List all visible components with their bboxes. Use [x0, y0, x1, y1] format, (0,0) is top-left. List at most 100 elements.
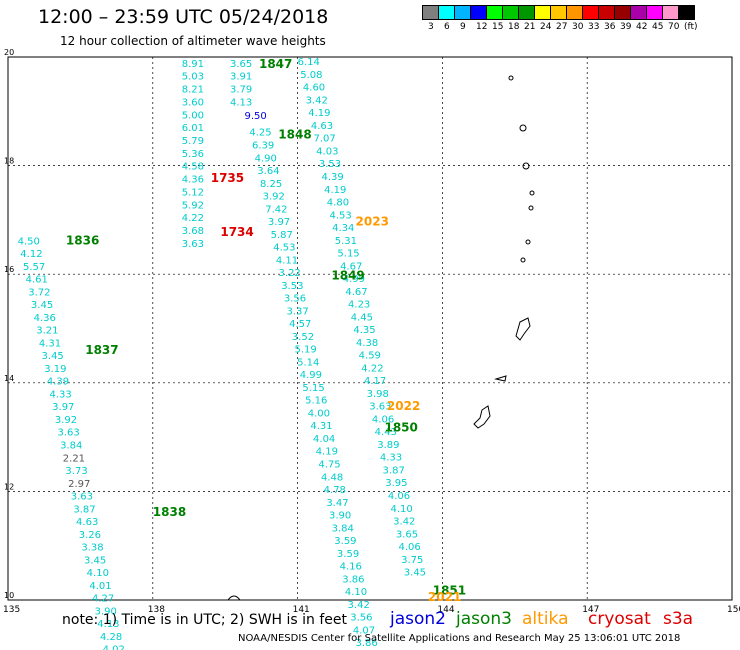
lon-tick-label: 150	[727, 605, 740, 615]
wave-height-value: 3.87	[383, 465, 405, 476]
wave-height-value: 8.21	[182, 85, 204, 96]
wave-height-value: 5.87	[271, 230, 293, 241]
wave-height-value: 3.59	[337, 549, 359, 560]
wave-height-value: 3.90	[329, 511, 351, 522]
pass-time-label: 1734	[220, 225, 253, 239]
pass-time-label: 1849	[331, 269, 364, 283]
wave-height-value: 4.39	[47, 377, 69, 388]
wave-height-value: 4.78	[324, 485, 346, 496]
island	[494, 375, 507, 382]
wave-height-value: 8.91	[182, 59, 204, 70]
wave-height-value: 4.22	[182, 213, 204, 224]
wave-height-value: 3.64	[257, 166, 279, 177]
wave-height-value: 8.25	[260, 179, 282, 190]
lon-tick-label: 135	[3, 605, 20, 615]
wave-height-value: 4.80	[327, 198, 349, 209]
wave-height-value: 4.00	[308, 408, 330, 419]
wave-height-value: 3.65	[230, 59, 252, 70]
lon-tick-label: 147	[582, 605, 599, 615]
wave-height-value: 3.53	[319, 159, 341, 170]
island	[515, 317, 531, 341]
wave-height-value: 4.35	[353, 325, 375, 336]
wave-height-value: 3.63	[57, 428, 79, 439]
wave-height-value: 5.12	[182, 187, 204, 198]
wave-height-value: 3.84	[332, 523, 354, 534]
page-subtitle: 12 hour collection of altimeter wave hei…	[60, 34, 326, 48]
wave-height-value: 4.53	[273, 243, 295, 254]
scale-swatch	[678, 5, 695, 20]
wave-height-value: 3.45	[404, 568, 426, 579]
pass-time-label: 2023	[356, 214, 389, 228]
wave-height-value: 4.33	[380, 453, 402, 464]
wave-height-value: 9.50	[245, 111, 267, 122]
wave-height-value: 3.90	[95, 606, 117, 617]
wave-height-value: 5.19	[294, 345, 316, 356]
wave-height-value: 5.15	[337, 249, 359, 260]
page-title: 12:00 – 23:59 UTC 05/24/2018	[38, 6, 329, 28]
wave-height-value: 3.60	[182, 97, 204, 108]
pass-time-label: 2021	[428, 590, 461, 604]
wave-height-value: 3.86	[356, 638, 378, 649]
wave-height-value: 5.00	[182, 110, 204, 121]
scale-label: 36	[604, 22, 616, 32]
wave-height-value: 3.45	[84, 555, 106, 566]
wave-height-value: 4.50	[18, 236, 40, 247]
wave-height-value: 4.59	[359, 351, 381, 362]
legend-altika: altika	[522, 609, 569, 629]
wave-height-value: 3.26	[79, 530, 101, 541]
wave-height-value: 4.28	[100, 632, 122, 643]
wave-height-value: 3.38	[81, 543, 103, 554]
wave-height-value: 3.37	[286, 306, 308, 317]
wave-height-value: 3.45	[42, 351, 64, 362]
wave-height-value: 4.90	[255, 153, 277, 164]
wave-height-value: 4.19	[324, 185, 346, 196]
wave-height-value: 5.14	[297, 357, 319, 368]
lon-tick-label: 138	[148, 605, 165, 615]
wave-height-value: 3.75	[401, 555, 423, 566]
island	[525, 239, 531, 245]
wave-height-value: 4.12	[20, 249, 42, 260]
wave-height-value: 4.10	[87, 568, 109, 579]
credit-line: NOAA/NESDIS Center for Satellite Applica…	[238, 633, 681, 644]
wave-height-value: 3.21	[36, 326, 58, 337]
pass-time-label: 1837	[85, 343, 118, 357]
pass-time-label: 1735	[211, 171, 244, 185]
pass-time-label: 2022	[387, 399, 420, 413]
wave-height-value: 4.48	[321, 472, 343, 483]
wave-height-value: 7.07	[314, 134, 336, 145]
pass-time-label: 1847	[259, 57, 292, 71]
wave-height-value: 3.91	[230, 72, 252, 83]
wave-height-value: 5.36	[182, 149, 204, 160]
wave-height-value: 4.45	[351, 312, 373, 323]
wave-height-value: 3.45	[31, 300, 53, 311]
wave-height-value: 4.36	[34, 313, 56, 324]
wave-height-value: 6.01	[182, 123, 204, 134]
wave-height-value: 4.36	[182, 175, 204, 186]
wave-height-value: 4.03	[316, 146, 338, 157]
wave-height-value: 3.63	[182, 239, 204, 250]
wave-height-value: 3.52	[292, 332, 314, 343]
pass-time-label: 1848	[278, 127, 311, 141]
scale-label: (ft)	[684, 22, 698, 32]
lat-tick-label: 14	[4, 374, 14, 383]
scale-label: 33	[588, 22, 600, 32]
wave-height-value: 3.59	[334, 536, 356, 547]
wave-height-value: 3.97	[268, 217, 290, 228]
wave-height-value: 4.22	[361, 363, 383, 374]
wave-height-value: 3.79	[230, 85, 252, 96]
lat-tick-label: 18	[4, 157, 14, 166]
wave-height-value: 3.92	[55, 415, 77, 426]
lon-tick-label: 141	[293, 605, 310, 615]
island	[522, 162, 530, 170]
wave-height-value: 4.25	[249, 128, 271, 139]
wave-height-value: 4.10	[391, 504, 413, 515]
wave-height-value: 3.22	[279, 268, 301, 279]
wave-height-value: 4.23	[348, 300, 370, 311]
pass-time-label: 1850	[384, 421, 417, 435]
wave-height-value: 3.42	[393, 517, 415, 528]
wave-height-value: 6.39	[252, 140, 274, 151]
wave-height-value: 3.68	[182, 226, 204, 237]
island	[227, 595, 241, 601]
wave-height-value: 4.31	[39, 338, 61, 349]
wave-height-value: 4.60	[303, 83, 325, 94]
